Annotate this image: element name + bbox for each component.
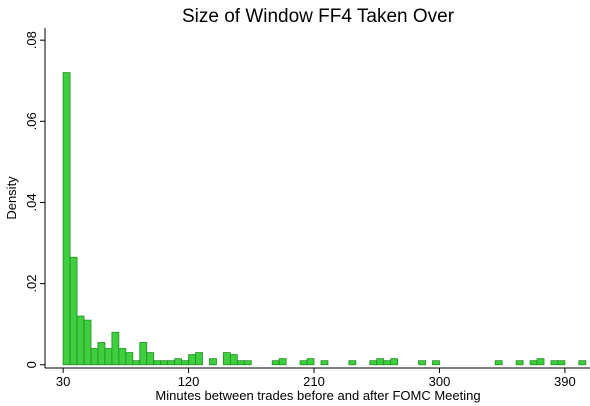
bar (188, 354, 196, 366)
y-tick-label: 0 (24, 361, 39, 368)
bar (418, 360, 426, 366)
bar (578, 360, 587, 366)
x-tick-label: 120 (178, 374, 200, 389)
bar (174, 358, 182, 366)
bar (195, 352, 203, 366)
bar (432, 360, 440, 366)
bar (69, 256, 78, 366)
bar (90, 348, 99, 366)
bar (153, 360, 162, 366)
bar (369, 360, 378, 366)
x-tick-label: 390 (554, 374, 576, 389)
bar (557, 360, 566, 366)
bar (76, 315, 85, 366)
bar (390, 358, 399, 366)
bar (97, 342, 106, 366)
bar (278, 358, 287, 366)
bar (536, 358, 545, 366)
x-axis-label: Minutes between trades before and after … (155, 388, 480, 403)
bar (160, 360, 169, 366)
x-tick-label: 300 (429, 374, 451, 389)
y-axis-label: Density (4, 176, 19, 220)
bar (383, 360, 392, 366)
bar (132, 360, 141, 366)
chart-title: Size of Window FF4 Taken Over (182, 6, 455, 27)
bar (139, 342, 148, 366)
bar (146, 352, 155, 366)
bar (376, 358, 385, 366)
y-tick-label: .02 (24, 275, 39, 293)
bar (111, 331, 120, 366)
bar (348, 360, 357, 366)
bar (515, 360, 524, 366)
bar (550, 360, 559, 366)
y-tick-label: .04 (24, 193, 39, 211)
bar (209, 358, 217, 366)
bar (494, 360, 503, 366)
bar (529, 360, 538, 366)
bar (236, 360, 245, 366)
bar (223, 352, 231, 366)
y-tick-label: .08 (24, 31, 39, 49)
bar (229, 354, 238, 366)
x-tick-label: 30 (56, 374, 70, 389)
bar (181, 360, 189, 366)
bar (104, 348, 113, 366)
bar (299, 360, 308, 366)
bar (118, 348, 127, 366)
bar (320, 360, 329, 366)
bar (243, 360, 252, 366)
bar (271, 360, 280, 366)
bar (83, 319, 92, 366)
bar (306, 358, 315, 366)
x-tick-label: 210 (303, 374, 325, 389)
bar (62, 72, 71, 366)
bar (125, 352, 134, 366)
bar (167, 360, 176, 366)
y-tick-label: .06 (24, 112, 39, 130)
